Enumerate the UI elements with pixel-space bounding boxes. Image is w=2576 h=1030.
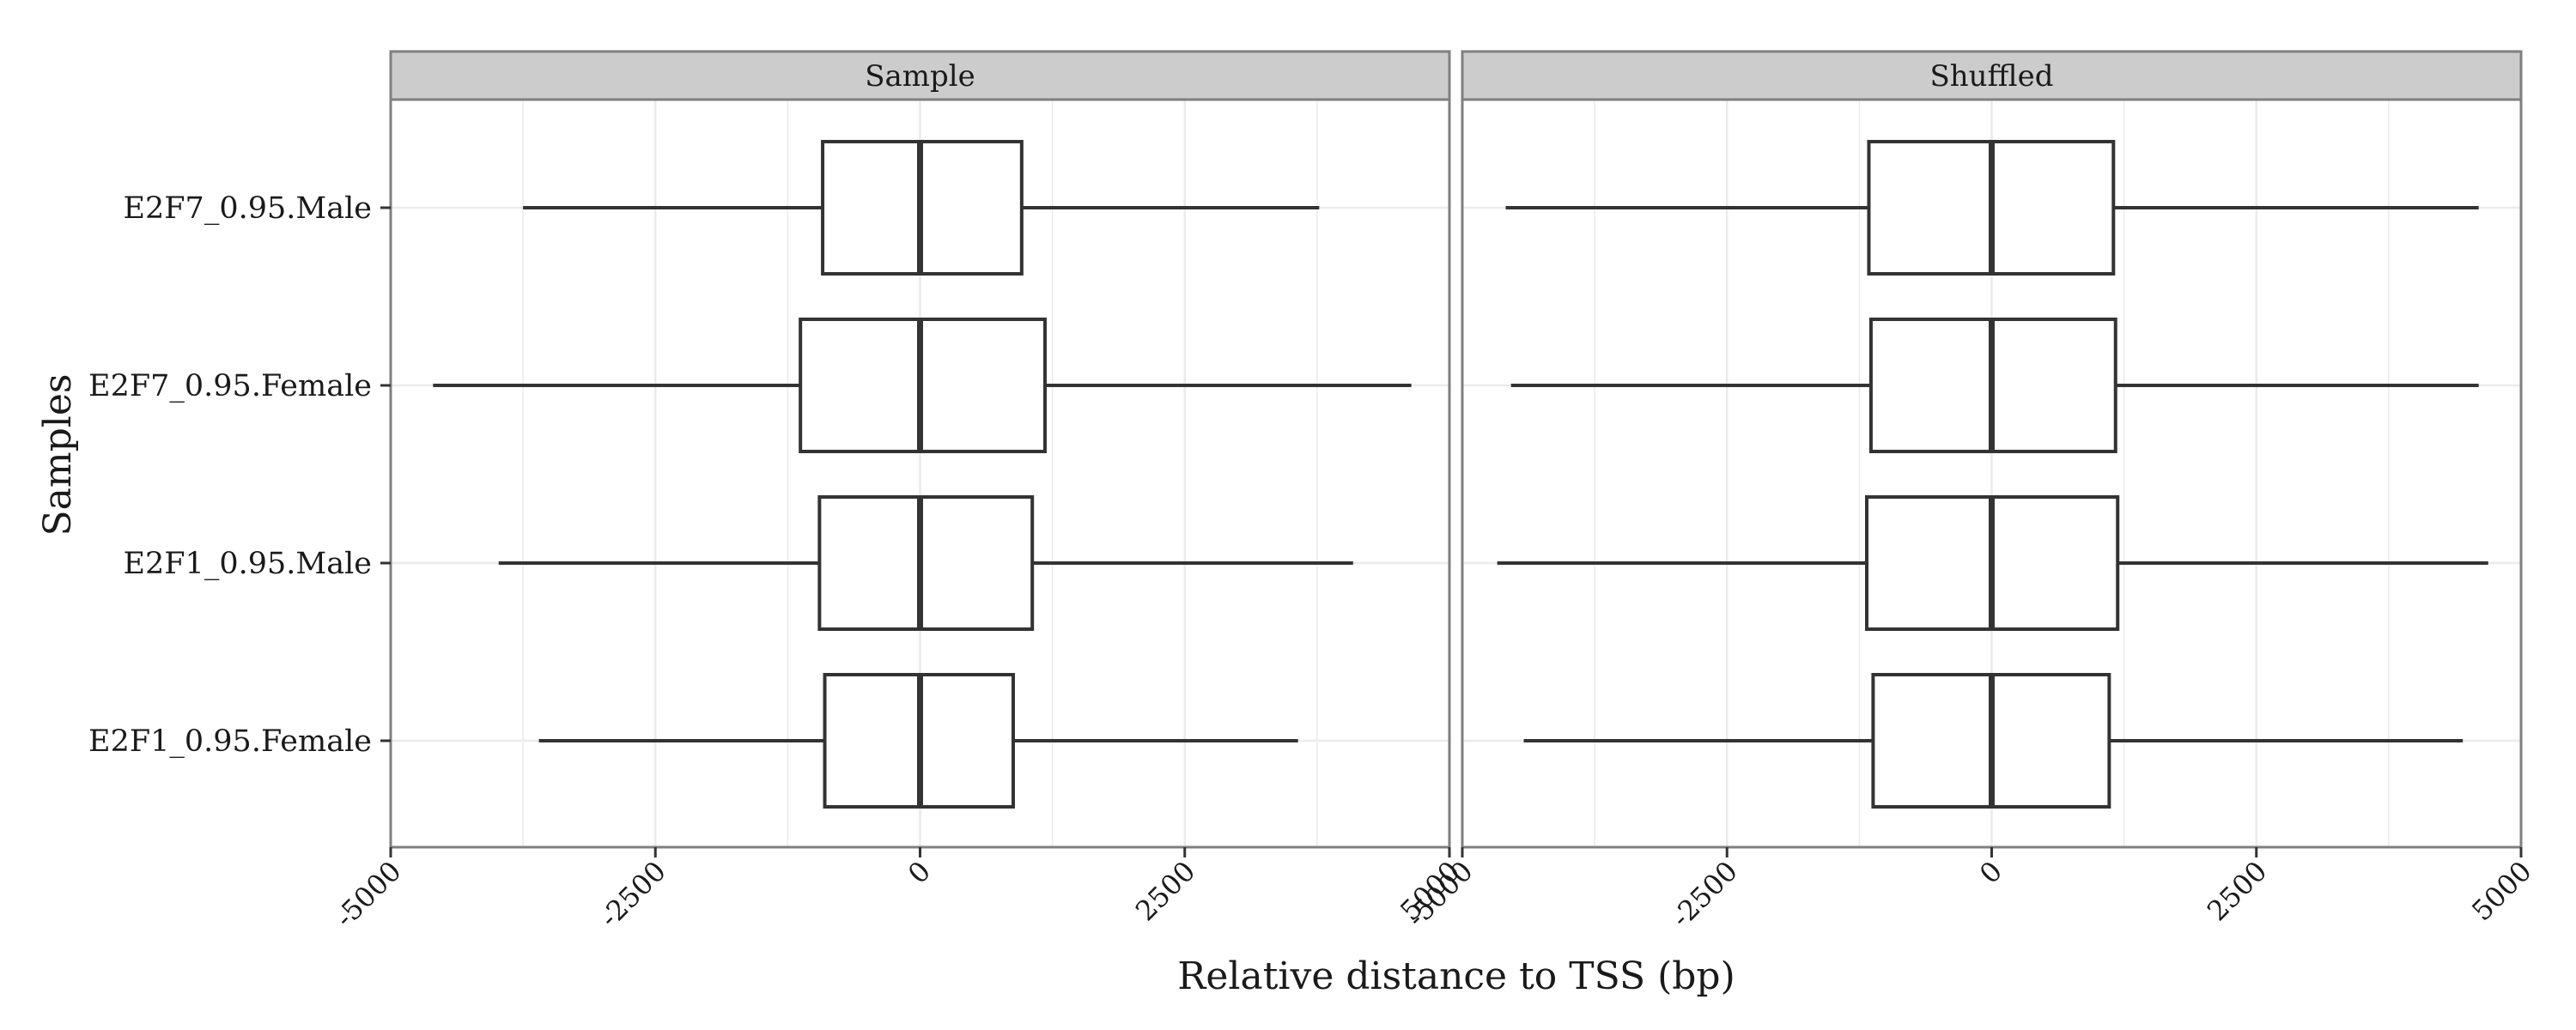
grid-layer	[389, 100, 2523, 847]
panels-layer: Sample Shuffled	[389, 50, 2523, 849]
strip-label-sample: Sample	[865, 59, 975, 94]
x-tick-label-shuffled: 0	[1973, 855, 2008, 890]
marks-layer	[433, 140, 2488, 809]
x-tick-label-sample: -2500	[593, 855, 672, 934]
y-axis-title: Samples	[36, 374, 80, 536]
y-tick-label: E2F1_0.95.Male	[123, 547, 372, 581]
x-tick-label-shuffled: 2500	[2201, 855, 2273, 927]
x-tick-label-shuffled: 5000	[2465, 855, 2537, 927]
y-tick-label: E2F1_0.95.Female	[88, 724, 372, 759]
y-tick-label: E2F7_0.95.Male	[123, 191, 372, 226]
x-axis-title: Relative distance to TSS (bp)	[1177, 954, 1735, 998]
x-tick-label-shuffled: -2500	[1665, 855, 1744, 934]
x-tick-label-sample: 0	[902, 855, 937, 890]
box-sample-2	[817, 495, 1035, 631]
strip-header-sample	[389, 50, 1451, 101]
strip-label-shuffled: Shuffled	[1929, 59, 2053, 94]
y-tick-label: E2F7_0.95.Female	[88, 369, 372, 403]
x-tick-label-sample: -5000	[329, 855, 408, 934]
x-tick-label-sample: 2500	[1129, 855, 1201, 927]
